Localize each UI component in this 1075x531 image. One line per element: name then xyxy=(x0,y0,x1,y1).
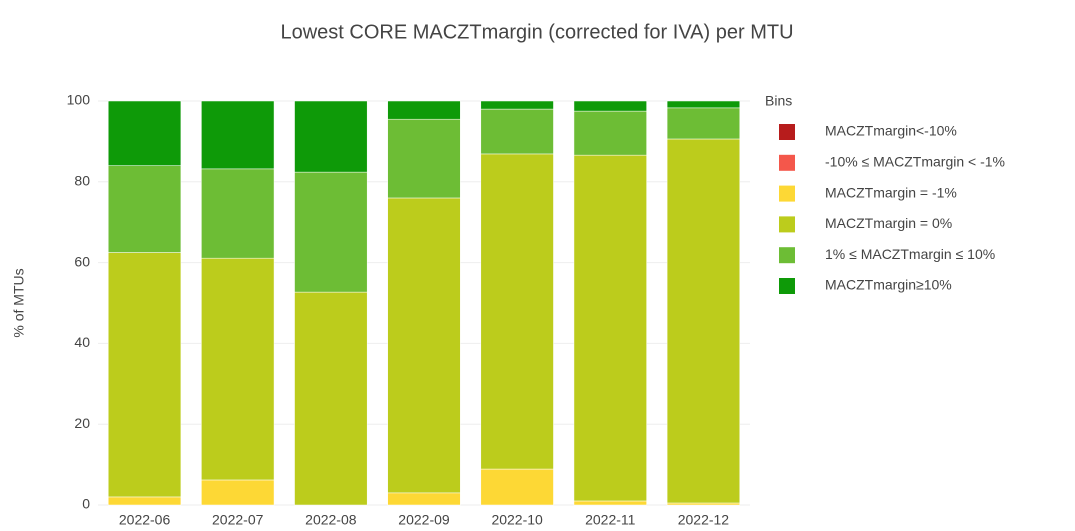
legend-title: Bins xyxy=(765,93,792,109)
bar-segment xyxy=(666,502,741,506)
y-axis-label: % of MTUs xyxy=(11,268,27,337)
bar-segment xyxy=(573,100,647,112)
bar-segment xyxy=(480,468,554,506)
x-tick-label: 2022-10 xyxy=(491,512,543,528)
y-tick-label: 100 xyxy=(67,92,91,108)
legend-label: 1% ≤ MACZTmargin ≤ 10% xyxy=(825,246,995,262)
bar-segment xyxy=(294,171,368,293)
x-tick-label: 2022-07 xyxy=(212,512,264,528)
bar-segment xyxy=(387,197,461,494)
bar-segment xyxy=(201,479,275,506)
bar-segment xyxy=(573,500,647,506)
legend-label: MACZTmargin≥10% xyxy=(825,277,952,293)
chart-title: Lowest CORE MACZTmargin (corrected for I… xyxy=(280,21,793,43)
bar-segment xyxy=(107,496,182,506)
bar-segment xyxy=(387,118,461,199)
legend-swatch xyxy=(779,216,795,233)
bar-segment xyxy=(294,291,368,506)
bar-segment xyxy=(666,100,741,109)
bar-segment xyxy=(294,100,368,173)
bar-segment xyxy=(387,100,461,120)
bar-segment xyxy=(201,100,275,170)
legend-swatch xyxy=(779,154,795,171)
legend-label: MACZTmargin = -1% xyxy=(825,184,957,200)
legend-label: -10% ≤ MACZTmargin < -1% xyxy=(825,154,1005,170)
y-tick-label: 0 xyxy=(82,496,90,512)
bar-segment xyxy=(666,138,741,504)
bar-segment xyxy=(573,154,647,502)
bar-segment xyxy=(107,100,182,166)
legend-label: MACZTmargin = 0% xyxy=(825,215,952,231)
legend-swatch xyxy=(779,278,795,294)
legend-swatch xyxy=(779,124,795,140)
bar-segment xyxy=(107,165,182,253)
bar-segment xyxy=(480,153,554,470)
bar-segment xyxy=(387,492,461,506)
x-tick-label: 2022-08 xyxy=(305,512,357,528)
legend-label: MACZTmargin<-10% xyxy=(825,123,957,139)
y-tick-label: 60 xyxy=(74,253,90,269)
bar-segment xyxy=(201,168,275,259)
x-tick-label: 2022-09 xyxy=(398,512,450,528)
bar-segment xyxy=(573,110,647,156)
bar-segment xyxy=(107,252,182,498)
bar-segment xyxy=(201,257,275,481)
legend-swatch xyxy=(779,247,795,264)
x-tick-label: 2022-11 xyxy=(585,512,636,528)
y-tick-label: 80 xyxy=(74,173,90,189)
legend-swatch xyxy=(779,185,795,202)
bar-segment xyxy=(480,100,554,110)
x-tick-label: 2022-12 xyxy=(678,512,730,528)
bar-segment xyxy=(480,108,554,155)
y-tick-label: 20 xyxy=(74,415,90,431)
y-tick-label: 40 xyxy=(74,334,90,350)
x-tick-label: 2022-06 xyxy=(119,512,171,528)
bar-segment xyxy=(666,107,741,140)
